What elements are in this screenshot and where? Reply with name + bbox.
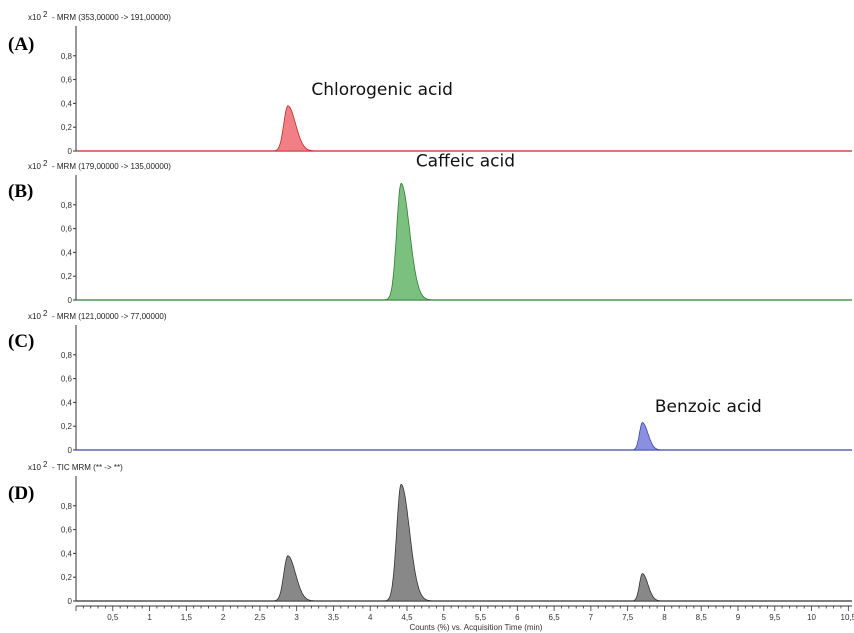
x-tick-label: 6 xyxy=(515,613,520,622)
y-scale-label: x10 xyxy=(28,463,41,472)
peak-annotation: Caffeic acid xyxy=(416,152,515,172)
peak-annotation: Chlorogenic acid xyxy=(311,80,453,100)
x-tick-label: 2,5 xyxy=(254,613,266,622)
y-tick-label: 0,4 xyxy=(61,248,73,257)
y-tick-label: 0,4 xyxy=(61,549,73,558)
x-axis-label: Counts (%) vs. Acquisition Time (min) xyxy=(410,623,543,632)
y-scale-exponent: 2 xyxy=(43,309,48,318)
chromatogram-panel: (A) x10 2 - MRM (353,00000 -> 191,00000) 0 0,… xyxy=(8,10,852,156)
x-tick-label: 7 xyxy=(589,613,594,622)
y-tick-label: 0,2 xyxy=(61,573,73,582)
y-scale-label: x10 xyxy=(28,13,41,22)
trace-title: - TIC MRM (** -> **) xyxy=(52,463,123,472)
x-axis: 0,5 1 1,5 2 2,5 3 3,5 4 4,5 5 5,5 6 6,5 7 7,5 8 8,5 9 9,5 1… xyxy=(75,605,854,622)
chromatogram-peak xyxy=(630,573,669,602)
x-tick-label: 3,5 xyxy=(328,613,340,622)
trace-title: - MRM (121,00000 -> 77,00000) xyxy=(52,312,167,321)
y-tick-label: 0,8 xyxy=(61,502,73,511)
x-tick-label: 4,5 xyxy=(401,613,413,622)
y-tick-label: 0,8 xyxy=(61,351,73,360)
y-tick-label: 0,8 xyxy=(61,201,73,210)
chromatogram-peak xyxy=(630,422,669,451)
y-tick-label: 0,6 xyxy=(61,526,73,535)
y-tick-label: 0,8 xyxy=(61,52,73,61)
y-tick-label: 0 xyxy=(68,597,73,606)
chromatogram-peak xyxy=(271,555,325,602)
y-scale-exponent: 2 xyxy=(43,159,48,168)
trace-title: - MRM (179,00000 -> 135,00000) xyxy=(52,162,171,171)
y-scale-exponent: 2 xyxy=(43,460,48,469)
x-tick-label: 1 xyxy=(147,613,152,622)
panel-label: (B) xyxy=(8,181,33,202)
chromatogram-panel: (C) x10 2 - MRM (121,00000 -> 77,00000) 0 0,2… xyxy=(8,309,852,455)
panel-label: (C) xyxy=(8,331,34,352)
chromatogram-peak xyxy=(271,105,325,152)
y-tick-label: 0,6 xyxy=(61,375,73,384)
panel-label: (D) xyxy=(8,483,34,504)
chromatogram-panel: (D) x10 2 - TIC MRM (** -> **) 0 0,2 0,4 0,6 0,8 xyxy=(8,460,852,606)
x-tick-label: 8,5 xyxy=(696,613,708,622)
y-tick-label: 0,6 xyxy=(61,225,73,234)
peak-annotation: Benzoic acid xyxy=(655,397,762,417)
panel-label: (A) xyxy=(8,34,34,55)
x-tick-label: 0,5 xyxy=(107,613,119,622)
x-tick-label: 2 xyxy=(221,613,226,622)
x-tick-label: 1,5 xyxy=(181,613,193,622)
y-tick-label: 0,4 xyxy=(61,99,73,108)
x-tick-label: 9,5 xyxy=(769,613,781,622)
y-tick-label: 0,4 xyxy=(61,398,73,407)
x-tick-label: 10 xyxy=(807,613,816,622)
y-tick-label: 0,6 xyxy=(61,76,73,85)
x-tick-label: 6,5 xyxy=(549,613,561,622)
y-tick-label: 0 xyxy=(68,446,73,455)
x-tick-label: 3 xyxy=(294,613,299,622)
x-tick-label: 5,5 xyxy=(475,613,487,622)
y-scale-exponent: 2 xyxy=(43,10,48,19)
chromatogram-peak xyxy=(383,483,441,602)
x-tick-label: 10,5 xyxy=(841,613,854,622)
y-scale-label: x10 xyxy=(28,312,41,321)
y-scale-label: x10 xyxy=(28,162,41,171)
x-tick-label: 4 xyxy=(368,613,373,622)
x-tick-label: 9 xyxy=(736,613,741,622)
y-tick-label: 0 xyxy=(68,296,73,305)
trace-title: - MRM (353,00000 -> 191,00000) xyxy=(52,13,171,22)
y-tick-label: 0,2 xyxy=(61,123,73,132)
x-tick-label: 5 xyxy=(442,613,447,622)
chromatogram-panel: (B) x10 2 - MRM (179,00000 -> 135,00000) 0 0,… xyxy=(8,152,852,305)
x-tick-label: 7,5 xyxy=(622,613,634,622)
y-tick-label: 0 xyxy=(68,147,73,156)
x-tick-label: 8 xyxy=(662,613,667,622)
chromatogram-peak xyxy=(383,182,441,301)
y-tick-label: 0,2 xyxy=(61,272,73,281)
y-tick-label: 0,2 xyxy=(61,422,73,431)
